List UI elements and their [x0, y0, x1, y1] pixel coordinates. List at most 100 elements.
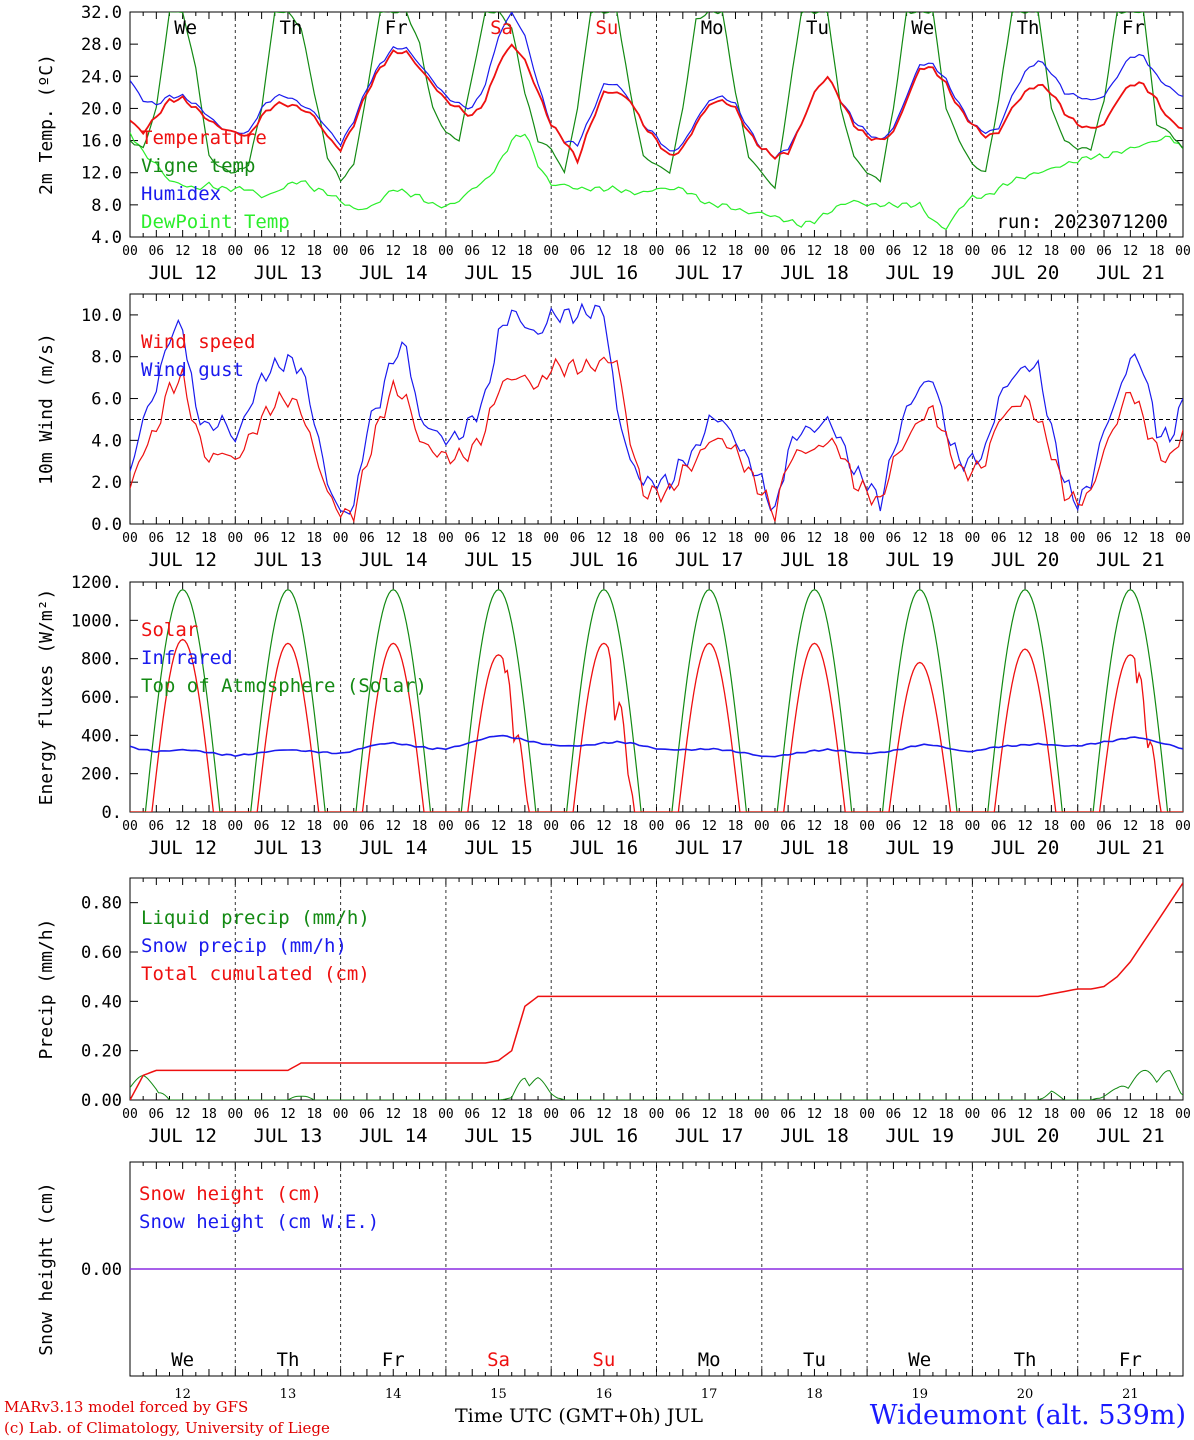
date-label: JUL 21 — [1096, 1125, 1165, 1147]
y-tick-label: 0.20 — [81, 1042, 122, 1062]
hour-tick-label: 18 — [201, 1107, 217, 1122]
date-label: JUL 13 — [254, 262, 323, 284]
hour-tick-label: 00 — [438, 244, 454, 259]
day-name-label: Mo — [701, 17, 724, 39]
date-label: JUL 18 — [780, 549, 849, 571]
y-tick-label: 600. — [81, 688, 122, 708]
hour-tick-label: 12 — [491, 1107, 507, 1122]
hour-tick-label: 18 — [412, 244, 428, 259]
hour-tick-label: 18 — [517, 1107, 533, 1122]
hour-tick-label: 12 — [280, 1107, 296, 1122]
y-tick-label: 32.0 — [81, 3, 122, 23]
hour-tick-label: 06 — [886, 1107, 902, 1122]
date-label: JUL 15 — [464, 837, 533, 859]
hour-tick-label: 00 — [965, 1107, 981, 1122]
series-total-cumulated — [130, 882, 1183, 1100]
hour-tick-label: 06 — [254, 531, 270, 546]
hour-tick-label: 18 — [622, 1107, 638, 1122]
date-label: JUL 17 — [675, 837, 744, 859]
day-name-label: We — [174, 17, 197, 39]
hour-tick-label: 12 — [807, 531, 823, 546]
y-tick-label: 400. — [81, 726, 122, 746]
date-label: JUL 21 — [1096, 549, 1165, 571]
hour-tick-label: 00 — [859, 531, 875, 546]
hour-tick-label: 12 — [1017, 531, 1033, 546]
y-tick-label: 10.0 — [81, 306, 122, 326]
date-label: JUL 21 — [1096, 262, 1165, 284]
hour-tick-label: 12 — [912, 1107, 928, 1122]
hour-tick-label: 18 — [833, 819, 849, 834]
hour-tick-label: 00 — [1070, 1107, 1086, 1122]
hour-tick-label: 06 — [359, 1107, 375, 1122]
hour-tick-label: 18 — [1044, 1107, 1060, 1122]
hour-tick-label: 00 — [122, 1107, 138, 1122]
hour-tick-label: 12 — [280, 819, 296, 834]
day-name-label: Tu — [803, 1349, 826, 1371]
day-name-label: Fr — [382, 1349, 405, 1371]
day-number-label: 16 — [596, 1387, 613, 1402]
hour-tick-label: 18 — [517, 244, 533, 259]
hour-tick-label: 12 — [385, 531, 401, 546]
hour-tick-label: 18 — [201, 819, 217, 834]
hour-tick-label: 06 — [464, 1107, 480, 1122]
hour-tick-label: 12 — [807, 819, 823, 834]
hour-tick-label: 00 — [227, 1107, 243, 1122]
hour-tick-label: 00 — [227, 819, 243, 834]
hour-tick-label: 12 — [807, 244, 823, 259]
hour-tick-label: 06 — [886, 531, 902, 546]
hour-tick-label: 18 — [306, 819, 322, 834]
hour-tick-label: 18 — [201, 531, 217, 546]
y-tick-label: 0.40 — [81, 992, 122, 1012]
hour-tick-label: 00 — [649, 531, 665, 546]
legend-top-of-atmosphere-solar-: Top of Atmosphere (Solar) — [141, 675, 427, 697]
date-label: JUL 14 — [359, 1125, 428, 1147]
hour-tick-label: 12 — [491, 531, 507, 546]
hour-tick-label: 06 — [675, 819, 691, 834]
y-tick-label: 8.0 — [91, 196, 122, 216]
hour-tick-label: 00 — [1175, 819, 1191, 834]
day-name-label: Tu — [806, 17, 829, 39]
date-label: JUL 20 — [991, 837, 1060, 859]
y-tick-label: 0.00 — [81, 1091, 122, 1111]
hour-tick-label: 18 — [938, 1107, 954, 1122]
hour-tick-label: 00 — [122, 819, 138, 834]
date-label: JUL 12 — [148, 837, 217, 859]
hour-tick-label: 00 — [1175, 531, 1191, 546]
hour-tick-label: 00 — [1070, 244, 1086, 259]
hour-tick-label: 12 — [912, 819, 928, 834]
hour-tick-label: 12 — [596, 819, 612, 834]
hour-tick-label: 06 — [570, 819, 586, 834]
day-name-label: Fr — [1122, 17, 1145, 39]
y-tick-label: 4.0 — [91, 228, 122, 248]
legend-wind-gust: Wind gust — [141, 359, 244, 381]
hour-tick-label: 18 — [728, 531, 744, 546]
plot-frame — [129, 11, 1184, 238]
hour-tick-label: 00 — [859, 819, 875, 834]
day-number-label: 19 — [911, 1387, 928, 1402]
y-tick-label: 0.60 — [81, 943, 122, 963]
day-name-label: We — [911, 17, 934, 39]
hour-tick-label: 00 — [543, 1107, 559, 1122]
hour-tick-label: 06 — [464, 244, 480, 259]
hour-tick-label: 00 — [754, 244, 770, 259]
day-name-label: Sa — [487, 1349, 510, 1371]
legend-humidex: Humidex — [141, 183, 221, 205]
date-label: JUL 16 — [570, 262, 639, 284]
day-number-label: 21 — [1122, 1387, 1139, 1402]
hour-tick-label: 06 — [991, 1107, 1007, 1122]
day-name-label: Mo — [698, 1349, 721, 1371]
hour-tick-label: 00 — [1070, 531, 1086, 546]
y-axis-label: Precip (mm/h) — [36, 919, 57, 1060]
date-label: JUL 12 — [148, 262, 217, 284]
date-label: JUL 15 — [464, 1125, 533, 1147]
hour-tick-label: 12 — [175, 531, 191, 546]
hour-tick-label: 00 — [1175, 244, 1191, 259]
hour-tick-label: 12 — [175, 819, 191, 834]
hour-tick-label: 00 — [333, 819, 349, 834]
hour-tick-label: 18 — [622, 531, 638, 546]
hour-tick-label: 18 — [728, 819, 744, 834]
series-wind-speed — [130, 356, 1183, 524]
hour-tick-label: 06 — [359, 819, 375, 834]
date-label: JUL 13 — [254, 1125, 323, 1147]
y-tick-label: 16.0 — [81, 132, 122, 152]
